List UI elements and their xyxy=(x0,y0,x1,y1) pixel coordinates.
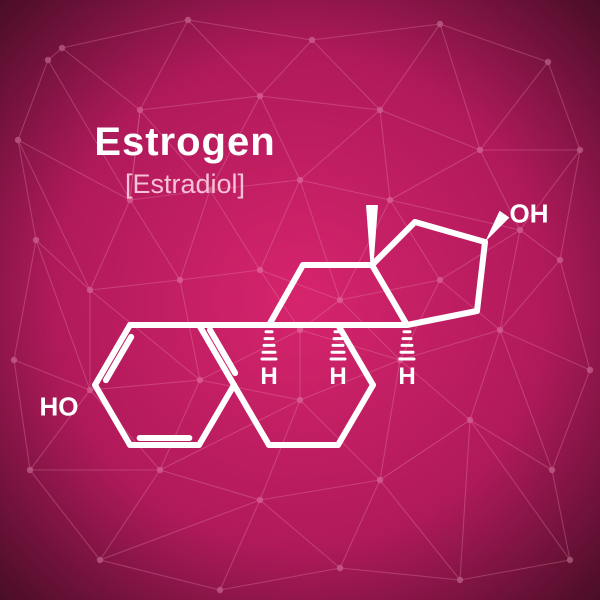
molecule-structure xyxy=(0,0,600,600)
infographic-stage: Estrogen [Estradiol] HOOHHHH xyxy=(0,0,600,600)
